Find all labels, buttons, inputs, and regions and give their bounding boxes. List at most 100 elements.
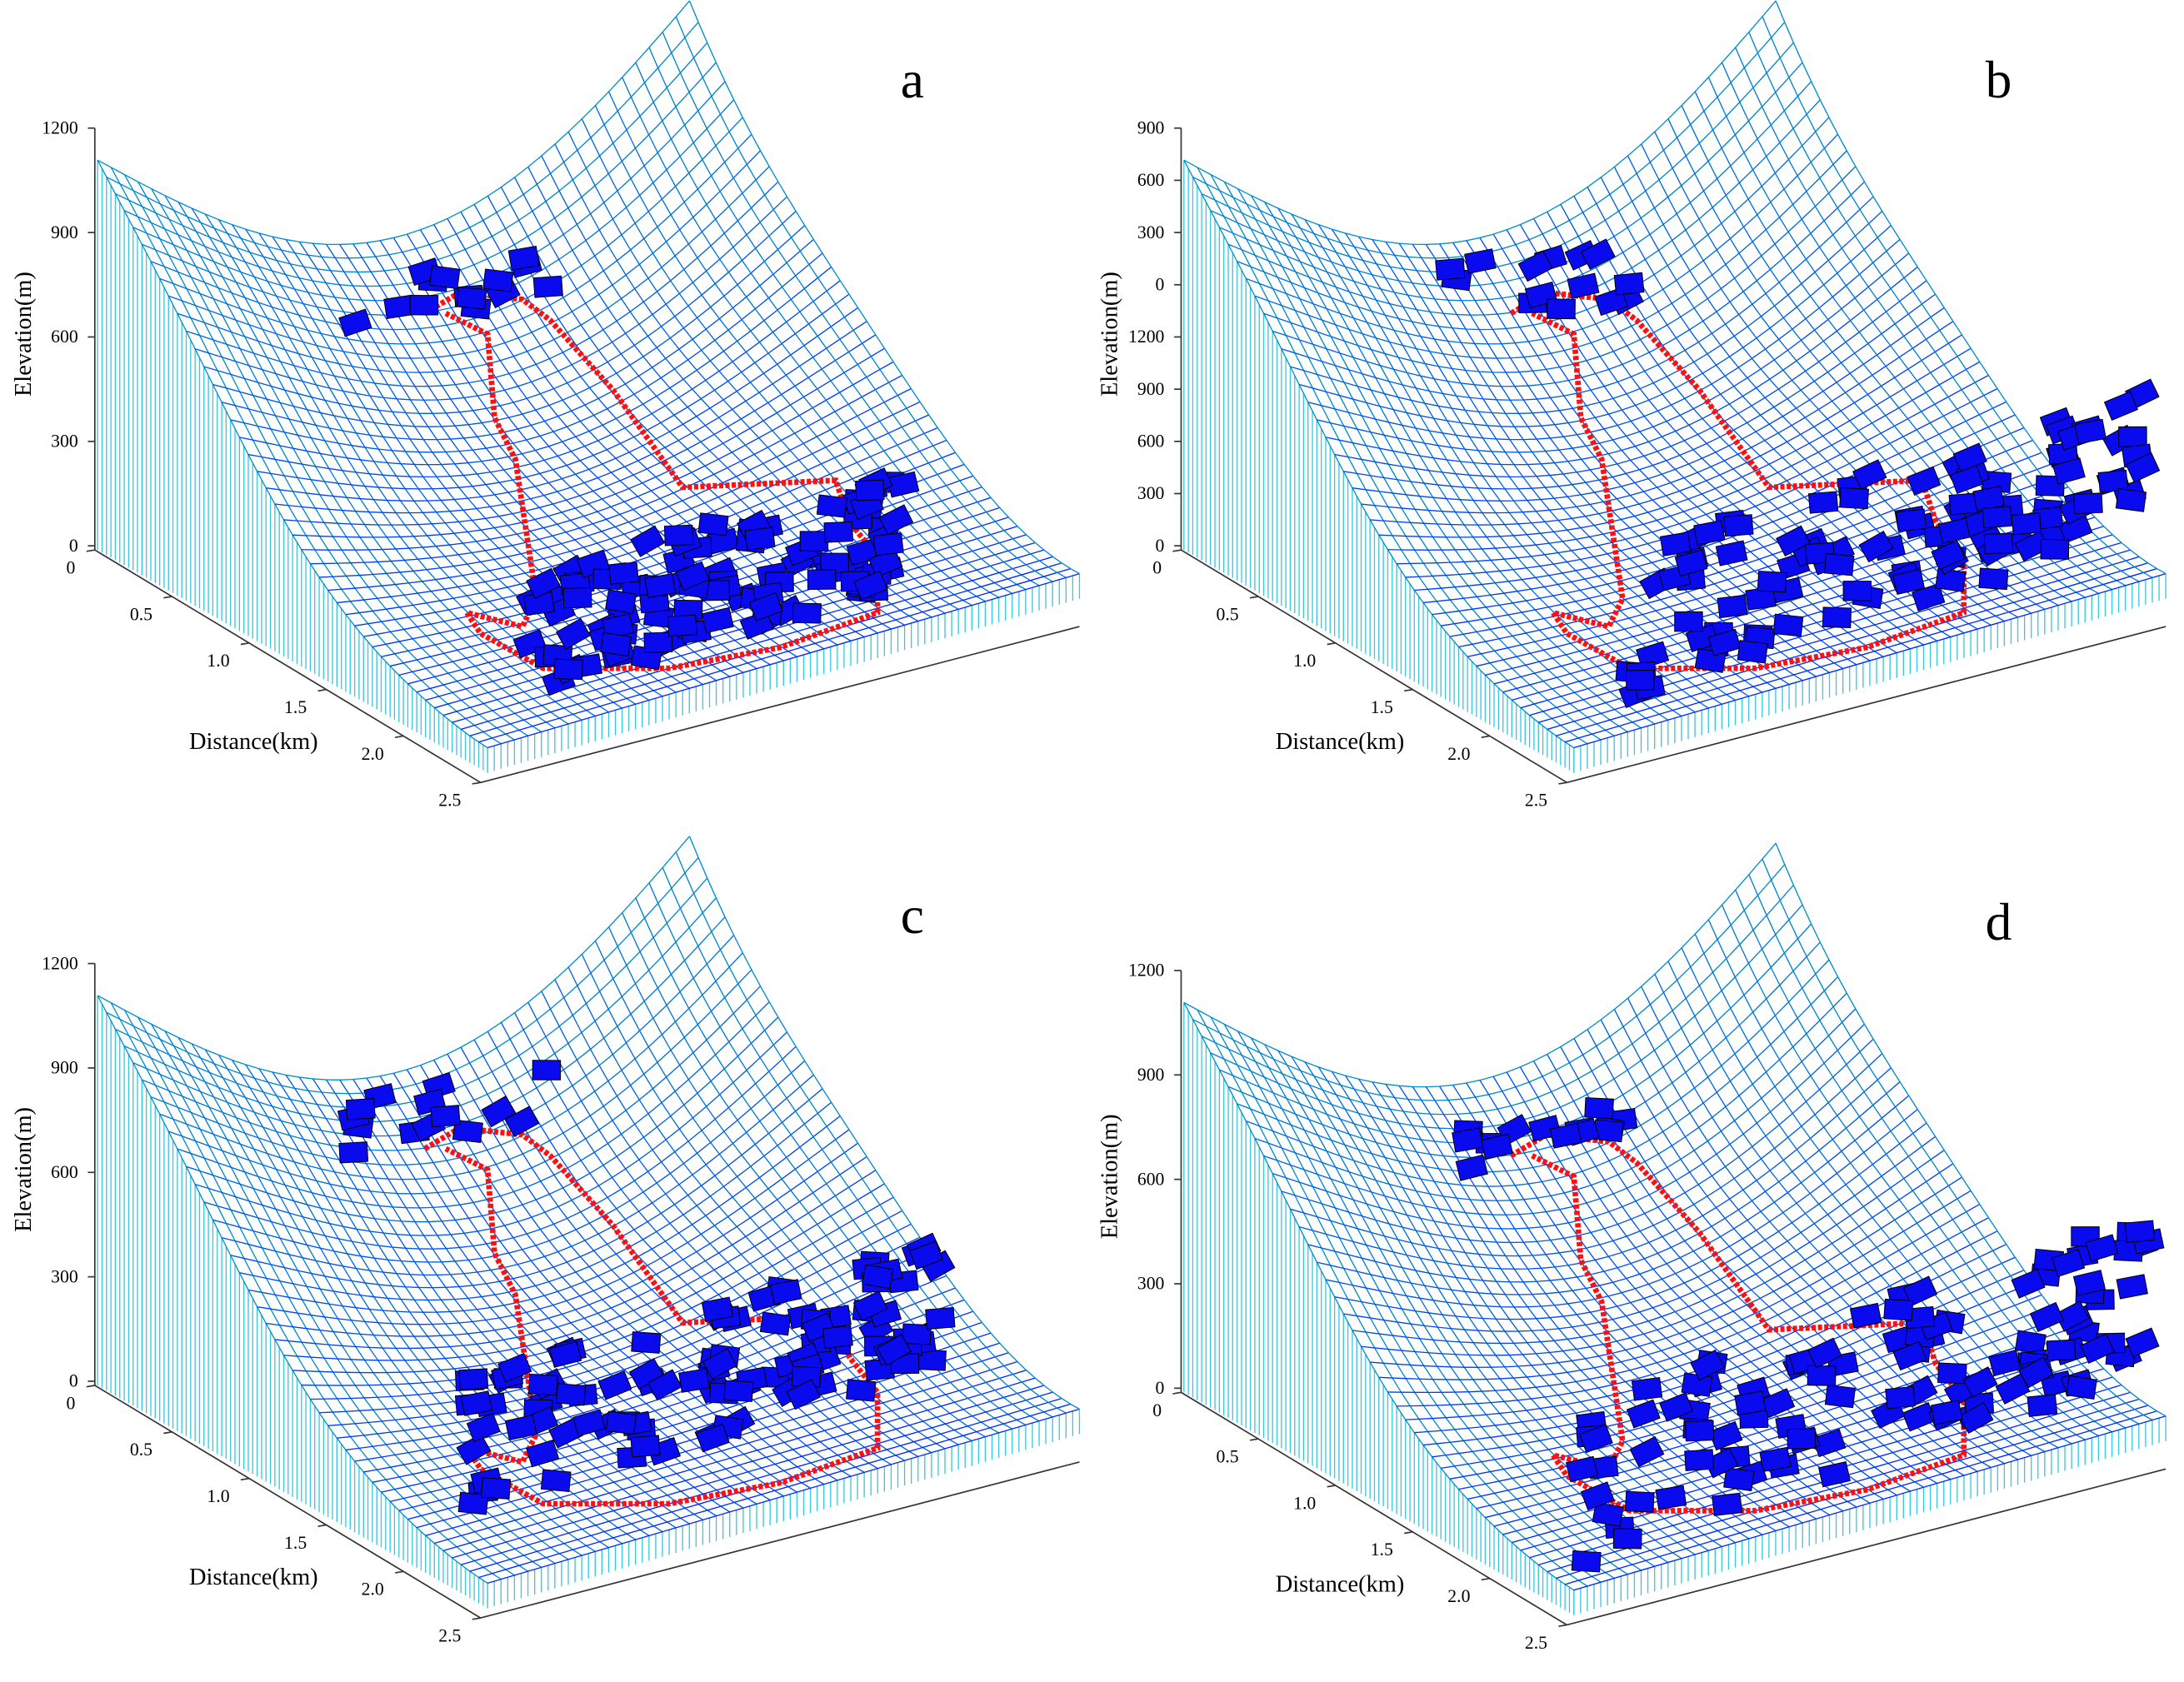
mesh-line [1560,1046,1952,1480]
rock-block [1839,487,1869,510]
rock-block [1629,1435,1665,1468]
rock-block [482,268,514,292]
rock-block [769,1279,802,1305]
rock-block [1902,1275,1938,1306]
rock-block [748,591,783,621]
mesh-line [392,1072,784,1497]
rock-block [862,1264,894,1290]
rock-block [1723,1467,1755,1492]
rock-block [925,1306,956,1330]
rock-block [1849,1302,1882,1329]
mesh-line [1307,238,1901,441]
z-tick-label: 600 [1137,1169,1165,1189]
rock-block [1464,248,1497,274]
rock-block [647,1369,682,1401]
distance-axis-label: Distance(km) [189,729,318,755]
mesh-line [159,969,752,1180]
mesh-line [310,374,903,565]
rock-block [1659,1392,1694,1422]
z-tick-label: 300 [1137,483,1165,503]
distance-tick [86,549,95,552]
distance-tick [1172,1391,1182,1395]
distance-tick [1404,1531,1413,1535]
rock-block [1937,1362,1967,1385]
mesh-line [1378,347,1972,538]
trajectory [423,1125,881,1507]
rock-block [630,1435,661,1458]
mesh-line [1449,452,2042,637]
mesh-line [1387,1203,1981,1394]
distance-tick [317,688,327,692]
rock-block [1734,1390,1767,1416]
z-tick-label: 600 [51,1162,78,1182]
mesh-line [1192,864,1786,1101]
panel-label: c [901,886,924,945]
rock-block [801,1312,837,1343]
distance-tick-label: 0.5 [1217,1447,1239,1467]
rock-block [2054,1300,2090,1332]
mesh-line [327,1236,921,1427]
z-tick-label: 300 [1137,222,1165,242]
rock-block [1625,669,1655,691]
mesh-line [1532,1061,1924,1488]
z-tick-label: 0 [69,1371,78,1391]
mesh-line [1219,81,1812,302]
z-tick-label: 0 [1156,536,1165,556]
mesh-line [416,517,1009,693]
rock-block [1613,272,1645,296]
distance-axis [1181,1391,1567,1626]
x-axis [480,1461,1080,1619]
mesh-line [460,1046,852,1477]
mesh-line [1479,237,1871,661]
mesh-line [425,1360,1018,1536]
distance-tick [1558,1624,1567,1627]
z-tick-label: 600 [1137,432,1165,452]
mesh-line [1219,923,1812,1144]
mesh-line [1707,919,2099,1437]
distance-tick-label: 1.0 [1293,651,1316,671]
mesh-line [1547,556,2140,731]
mesh-line [1479,1080,1871,1504]
z-axis-label: Elevation(m) [11,272,37,397]
rock-block [481,1096,517,1128]
distance-tick [472,1617,481,1620]
distance-tick-label: 2.0 [1447,1586,1470,1606]
rock-block [631,1331,662,1354]
mesh-line [1564,1410,2157,1585]
rock-block [1958,1401,1994,1435]
rock-block [1684,1449,1715,1471]
mesh-line [622,77,1013,594]
rock-block [2125,452,2161,483]
rock-block [855,479,885,502]
rock-block [1807,1365,1837,1386]
z-tick-label: 900 [1137,1065,1165,1085]
mesh-line [1492,233,1884,657]
rock-block [1712,1492,1743,1516]
rock-block [556,617,591,650]
mesh-line [648,882,1040,1422]
rock-block [846,1379,877,1402]
mesh-line [1775,0,2167,575]
rock-block [2011,512,2042,536]
rock-block [1708,1420,1743,1451]
distance-tick [1327,1485,1336,1488]
rock-block [1480,1133,1513,1160]
rock-block [1787,1428,1817,1450]
z-axis-label: Elevation(m) [11,1107,37,1232]
rock-block [1812,1428,1847,1458]
mesh-line [460,211,852,641]
rock-block [792,602,822,624]
distance-tick [395,735,404,738]
rock-block [345,1098,376,1121]
rock-block [1690,1349,1726,1381]
rock-block [2097,469,2129,493]
rock-block [909,1240,943,1270]
rock-block [2125,1327,2160,1358]
z-tick-label: 600 [1137,170,1165,190]
rock-block [1757,570,1787,593]
rock-block [2085,1234,2119,1262]
rock-block [1935,567,1967,592]
rock-block [1571,1550,1602,1573]
mesh-line [1317,252,1910,453]
